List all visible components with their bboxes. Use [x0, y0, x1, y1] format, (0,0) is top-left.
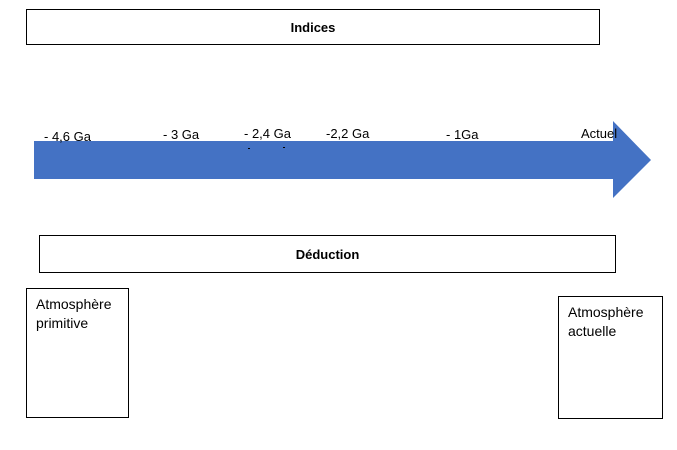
deduction-header-box: Déduction	[39, 235, 616, 273]
current-atmosphere-label: Atmosphère actuelle	[568, 304, 644, 339]
timeline-tick-1-ga: - 1Ga	[446, 127, 479, 142]
timeline-tick-actuel: Actuel	[581, 126, 618, 141]
primitive-atmosphere-box: Atmosphère primitive	[26, 288, 129, 418]
current-atmosphere-box: Atmosphère actuelle	[558, 296, 663, 419]
timeline-tick-2-4-ga: - 2,4 Ga	[244, 126, 291, 141]
deduction-label: Déduction	[295, 246, 360, 262]
primitive-atmosphere-label: Atmosphère primitive	[36, 296, 112, 331]
stray-mark	[248, 148, 250, 149]
timeline-arrow-shape	[34, 121, 651, 198]
stray-mark	[283, 147, 285, 148]
indices-header-box: Indices	[26, 9, 600, 45]
timeline-tick-2-2-ga: -2,2 Ga	[326, 126, 370, 141]
timeline-tick-3-ga: - 3 Ga	[163, 127, 200, 142]
indices-label: Indices	[290, 19, 336, 35]
timeline-tick-4-6-ga: - 4,6 Ga	[44, 129, 91, 144]
